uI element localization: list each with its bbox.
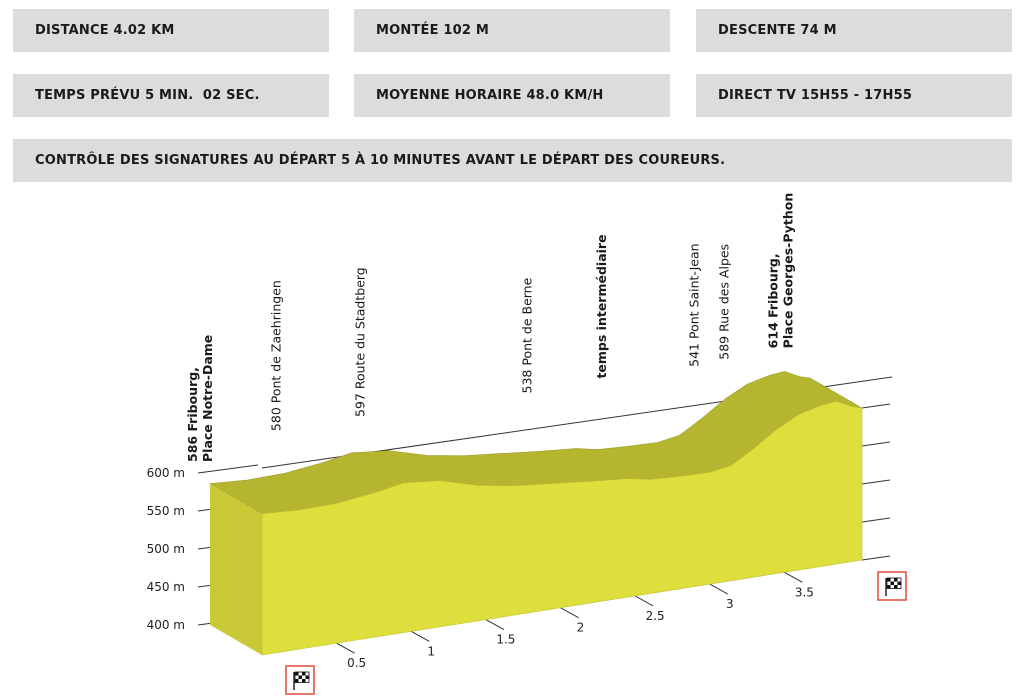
start-flag-icon-cloth: [294, 671, 310, 683]
stat-distance: DISTANCE 4.02 KM: [13, 9, 329, 52]
profile-area: [209, 371, 863, 656]
waypoint-label-line: 580 Pont de Zaehringen: [269, 280, 284, 431]
right-grid-stub: [861, 403, 891, 409]
stat-descent: DESCENTE 74 M: [696, 9, 1012, 52]
waypoint-label: temps intermédiaire: [594, 234, 609, 378]
x-tick-label: 3.5: [795, 585, 814, 599]
stat-climb-text: MONTÉE 102 M: [376, 23, 490, 38]
waypoint-label-line: 538 Pont de Berne: [519, 277, 534, 393]
x-tick-label: 2.5: [646, 609, 665, 623]
right-grid-stub: [861, 479, 891, 485]
waypoint-label: 538 Pont de Berne: [519, 277, 534, 393]
x-tick-line: [709, 583, 729, 595]
y-tick-label: 600 m: [147, 466, 185, 480]
finish-flag-icon-frame: [877, 571, 907, 601]
waypoint-label-line: temps intermédiaire: [594, 234, 609, 378]
x-tick-label: 0.5: [347, 656, 366, 670]
start-flag-icon-frame: [285, 665, 315, 695]
stat-climb: MONTÉE 102 M: [354, 9, 670, 52]
stat-descent-text: DESCENTE 74 M: [718, 23, 837, 38]
right-grid-stub: [861, 517, 891, 523]
finish-flag-icon-check: [894, 585, 898, 589]
right-grid-stub: [861, 441, 891, 447]
finish-flag-icon-check: [887, 585, 891, 589]
x-tick-label: 3: [726, 597, 734, 611]
right-grid-stub: [861, 555, 891, 561]
x-tick-label: 1.5: [496, 633, 515, 647]
waypoint-label: 589 Rue des Alpes: [716, 244, 731, 360]
waypoint-label: 597 Route du Stadtberg: [352, 267, 367, 417]
finish-flag-icon-check: [894, 578, 898, 582]
x-tick-line: [634, 595, 654, 607]
waypoint-label: 586 Fribourg, Place Notre-Dame: [185, 335, 215, 462]
y-tick-label: 400 m: [147, 618, 185, 632]
x-tick-label: 1: [427, 644, 435, 658]
waypoint-label-line: 589 Rue des Alpes: [716, 244, 731, 360]
start-flag-icon-check: [298, 675, 302, 679]
finish-flag-icon: [877, 571, 907, 601]
waypoint-label: 541 Pont Saint-Jean: [687, 243, 702, 366]
stat-tv-text: DIRECT TV 15H55 - 17H55: [718, 88, 913, 103]
finish-flag-icon-check: [890, 581, 894, 585]
x-tick-line: [784, 571, 803, 583]
waypoint-label-line: 586 Fribourg,: [185, 367, 200, 462]
finish-flag-icon-check: [897, 581, 901, 585]
y-tick-line: [197, 464, 259, 474]
signature-note-text: CONTRÔLE DES SIGNATURES AU DÉPART 5 À 10…: [35, 153, 726, 168]
start-flag-icon-check: [295, 679, 299, 683]
profile-front-face: [261, 401, 863, 656]
x-tick-line: [411, 630, 430, 642]
stat-time: TEMPS PRÉVU 5 MIN. 02 SEC.: [13, 74, 329, 117]
flags: [285, 571, 907, 695]
waypoint-label-line: 614 Fribourg,: [766, 253, 781, 348]
y-tick-label: 450 m: [147, 580, 185, 594]
waypoint-label-line: Place Notre-Dame: [200, 335, 215, 462]
finish-flag-icon-check: [887, 578, 891, 582]
waypoint-label: 614 Fribourg, Place Georges-Python: [766, 193, 796, 349]
start-flag-icon-check: [295, 672, 299, 676]
start-flag-icon: [285, 665, 315, 695]
y-tick-label: 550 m: [147, 504, 185, 518]
stat-distance-text: DISTANCE 4.02 KM: [35, 23, 175, 38]
stat-time-text: TEMPS PRÉVU 5 MIN. 02 SEC.: [35, 88, 260, 103]
x-tick-line: [336, 642, 355, 654]
stat-avg-speed: MOYENNE HORAIRE 48.0 KM/H: [354, 74, 670, 117]
x-tick-line: [485, 619, 505, 630]
waypoint-labels: 586 Fribourg, Place Notre-Dame 580 Pont de…: [185, 193, 796, 462]
start-flag-icon-check: [305, 675, 309, 679]
finish-flag-icon-cloth: [886, 577, 902, 589]
waypoint-label-line: 541 Pont Saint-Jean: [687, 243, 702, 366]
signature-note: CONTRÔLE DES SIGNATURES AU DÉPART 5 À 10…: [13, 139, 1012, 182]
x-tick-line: [560, 607, 579, 619]
stat-avg-speed-text: MOYENNE HORAIRE 48.0 KM/H: [376, 88, 604, 103]
start-flag-icon-check: [302, 679, 306, 683]
waypoint-label-line: 597 Route du Stadtberg: [352, 267, 367, 417]
waypoint-label-line: Place Georges-Python: [781, 193, 796, 349]
waypoint-label: 580 Pont de Zaehringen: [269, 280, 284, 431]
y-tick-label: 500 m: [147, 542, 185, 556]
start-flag-icon-check: [302, 672, 306, 676]
stat-tv: DIRECT TV 15H55 - 17H55: [696, 74, 1012, 117]
x-tick-label: 2: [577, 621, 585, 635]
profile-left-cap: [210, 483, 262, 655]
